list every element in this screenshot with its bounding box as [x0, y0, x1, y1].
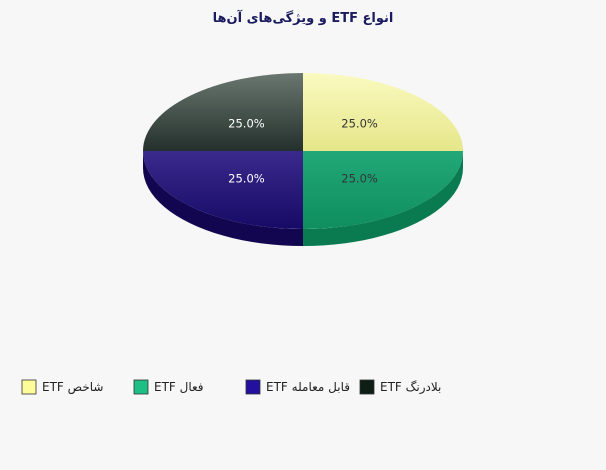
- slice-label-0: 25.0%: [341, 116, 378, 130]
- pie-depth: [143, 151, 463, 246]
- pie-depth-2: [143, 151, 303, 246]
- legend-swatch-3: [359, 379, 375, 395]
- legend-label-0: ETF شاخص: [42, 380, 103, 395]
- slice-label-3: 25.0%: [228, 116, 265, 130]
- pie-slice-0[interactable]: [303, 73, 463, 151]
- legend-swatch-1: [133, 379, 149, 395]
- pie-slices: [143, 73, 463, 229]
- legend-label-3: ETF بلادرنگ: [380, 380, 441, 395]
- legend-swatch-2: [245, 379, 261, 395]
- slice-label-2: 25.0%: [228, 172, 265, 186]
- pie-slice-3[interactable]: [143, 73, 303, 151]
- legend-item-0[interactable]: ETF شاخص: [21, 379, 103, 395]
- legend: ETF شاخص ETF فعال ETF قابل معامله ETF بلادر…: [21, 379, 441, 395]
- pie-labels: 25.0% 25.0% 25.0% 25.0%: [228, 116, 378, 185]
- legend-swatch-0: [21, 379, 37, 395]
- legend-item-3[interactable]: ETF بلادرنگ: [359, 379, 441, 395]
- pie-depth-1: [303, 151, 463, 246]
- chart-title: انواع ETF و ویژگی‌های آن‌ها: [213, 9, 394, 26]
- pie-slice-1[interactable]: [303, 151, 463, 229]
- slice-label-1: 25.0%: [341, 172, 378, 186]
- pie-slice-2[interactable]: [143, 151, 303, 229]
- legend-label-2: ETF قابل معامله: [266, 380, 350, 394]
- legend-item-2[interactable]: ETF قابل معامله: [245, 379, 350, 395]
- legend-label-1: ETF فعال: [154, 380, 204, 394]
- legend-item-1[interactable]: ETF فعال: [133, 379, 204, 395]
